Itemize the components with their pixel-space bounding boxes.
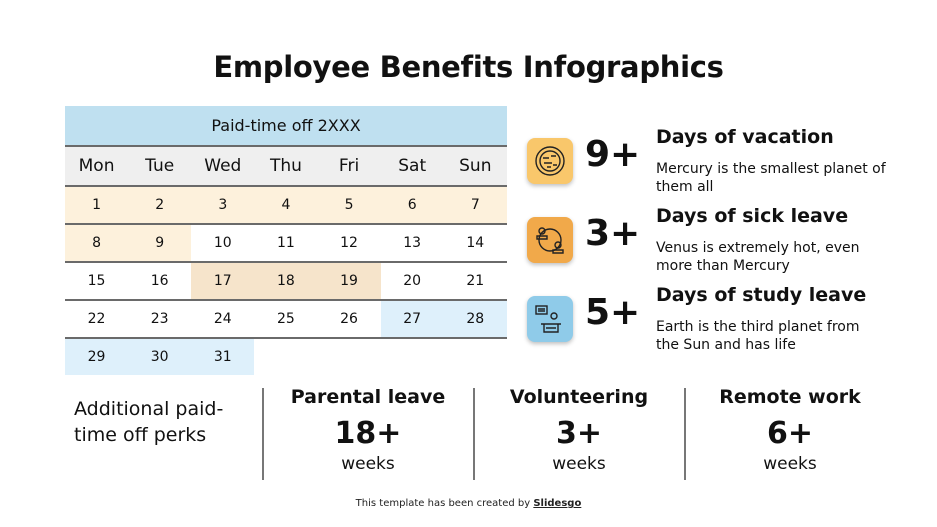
- day-cell: 7: [470, 197, 480, 213]
- weekday: Wed: [204, 156, 242, 176]
- stat-value: 3+: [585, 213, 641, 254]
- day-cell: 11: [277, 235, 295, 251]
- stat-description: Mercury is the smallest planet of them a…: [656, 161, 886, 195]
- day-cell: 18: [254, 263, 318, 299]
- perk-parental-leave: Parental leave 18+ weeks: [263, 386, 473, 474]
- day-cell: 24: [213, 311, 232, 327]
- stat-vacation: 9+ Days of vacation Mercury is the small…: [527, 126, 887, 218]
- stat-study-leave: 5+ Days of study leave Earth is the thir…: [527, 284, 887, 376]
- day-cell: 26: [340, 311, 358, 327]
- stat-heading: Days of study leave: [656, 284, 867, 306]
- day-cell: 4: [281, 197, 291, 213]
- stat-sick-leave: 3+ Days of sick leave Venus is extremely…: [527, 205, 887, 297]
- page-title: Employee Benefits Infographics: [213, 50, 724, 84]
- perk-remote-work: Remote work 6+ weeks: [685, 386, 895, 474]
- perk-title: Remote work: [719, 386, 861, 408]
- day-cell: 23: [150, 311, 169, 327]
- speaker-podium-icon: [527, 296, 573, 342]
- day-cell: 27: [380, 301, 444, 337]
- divider: [473, 388, 475, 480]
- week-row: 8 9 10 11 12 13 14: [65, 225, 507, 263]
- footer-text: This template has been created by: [355, 498, 534, 509]
- stat-description: Earth is the third planet from the Sun a…: [656, 319, 860, 353]
- perks-label: Additional paid-time off perks: [74, 398, 224, 446]
- calendar-header: Paid-time off 2XXX: [65, 106, 507, 147]
- perk-title: Volunteering: [509, 386, 649, 408]
- day-cell: 10: [213, 235, 232, 251]
- day-cell: 29: [65, 339, 129, 375]
- day-cell: 2: [155, 197, 165, 213]
- footer-brand-link[interactable]: Slidesgo: [533, 498, 582, 509]
- perk-value: 18+: [334, 416, 402, 451]
- day-cell: 17: [191, 263, 255, 299]
- day-cell: 3: [218, 197, 228, 213]
- week-row: 22 23 24 25 26 27 28: [65, 301, 507, 339]
- day-cell: 1: [92, 197, 102, 213]
- perk-value: 3+: [555, 416, 602, 451]
- day-cell: 28: [443, 301, 507, 337]
- weekday: Mon: [78, 156, 115, 176]
- stat-description: Venus is extremely hot, even more than M…: [656, 240, 860, 274]
- divider: [262, 388, 264, 480]
- week-row: 15 16 17 18 19 20 21: [65, 263, 507, 301]
- planet-icon: [527, 138, 573, 184]
- team-exchange-icon: [527, 217, 573, 263]
- perk-title: Parental leave: [290, 386, 446, 408]
- day-cell: 14: [466, 235, 485, 251]
- stat-heading: Days of vacation: [656, 126, 834, 148]
- day-cell: 8: [65, 225, 129, 261]
- day-cell: 22: [87, 311, 106, 327]
- stat-value: 5+: [585, 292, 641, 333]
- day-cell: 25: [277, 311, 295, 327]
- perk-value: 6+: [766, 416, 813, 451]
- day-cell: 21: [466, 273, 485, 289]
- weekday: Thu: [269, 156, 302, 176]
- perk-unit: weeks: [552, 454, 606, 474]
- perk-unit: weeks: [763, 454, 817, 474]
- day-cell: 20: [403, 273, 422, 289]
- day-cell: 13: [403, 235, 422, 251]
- day-cell: 19: [317, 263, 381, 299]
- perk-volunteering: Volunteering 3+ weeks: [474, 386, 684, 474]
- stat-value: 9+: [585, 134, 641, 175]
- stat-heading: Days of sick leave: [656, 205, 849, 227]
- day-cell: 16: [150, 273, 169, 289]
- day-cell: 9: [128, 225, 192, 261]
- weekday-row: Mon Tue Wed Thu Fri Sat Sun: [65, 147, 507, 187]
- weekday: Fri: [338, 156, 360, 176]
- week-row: 29 30 31: [65, 339, 507, 375]
- weekday: Sun: [459, 156, 492, 176]
- day-cell: 30: [128, 339, 192, 375]
- day-cell: 12: [340, 235, 358, 251]
- day-cell: 5: [344, 197, 354, 213]
- weekday: Sat: [398, 156, 427, 176]
- weekday: Tue: [145, 156, 175, 176]
- footer: This template has been created by Slides…: [0, 498, 937, 509]
- day-cell: 6: [407, 197, 417, 213]
- divider: [684, 388, 686, 480]
- day-cell: 31: [191, 339, 255, 375]
- calendar: Paid-time off 2XXX Mon Tue Wed Thu Fri S…: [65, 106, 507, 375]
- week-row: 1 2 3 4 5 6 7: [65, 187, 507, 225]
- day-cell: 15: [87, 273, 106, 289]
- perk-unit: weeks: [341, 454, 395, 474]
